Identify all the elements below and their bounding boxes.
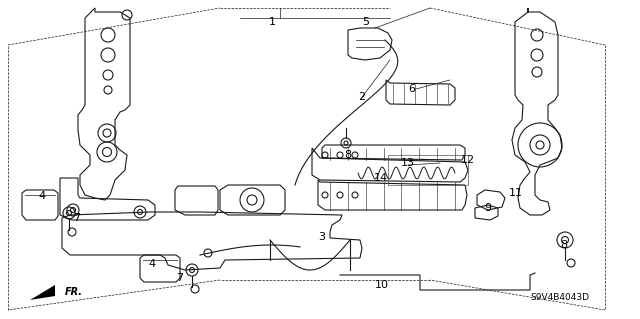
Text: 9: 9 (484, 203, 492, 213)
Text: 13: 13 (401, 158, 415, 168)
Text: 8: 8 (344, 150, 351, 160)
Text: 12: 12 (461, 155, 475, 165)
Text: 7: 7 (177, 273, 184, 283)
Text: 8: 8 (561, 240, 568, 250)
Text: 1: 1 (269, 17, 275, 27)
Text: 4: 4 (148, 259, 156, 269)
Text: 4: 4 (38, 191, 45, 201)
Polygon shape (30, 285, 55, 300)
Text: 14: 14 (374, 173, 388, 183)
Text: S9V4B4043D: S9V4B4043D (530, 293, 589, 302)
Text: 2: 2 (358, 92, 365, 102)
Text: 7: 7 (74, 213, 81, 223)
Text: 5: 5 (362, 17, 369, 27)
Text: FR.: FR. (65, 287, 83, 297)
Text: 11: 11 (509, 188, 523, 198)
Text: 3: 3 (319, 232, 326, 242)
Text: 6: 6 (408, 84, 415, 94)
Text: 10: 10 (375, 280, 389, 290)
